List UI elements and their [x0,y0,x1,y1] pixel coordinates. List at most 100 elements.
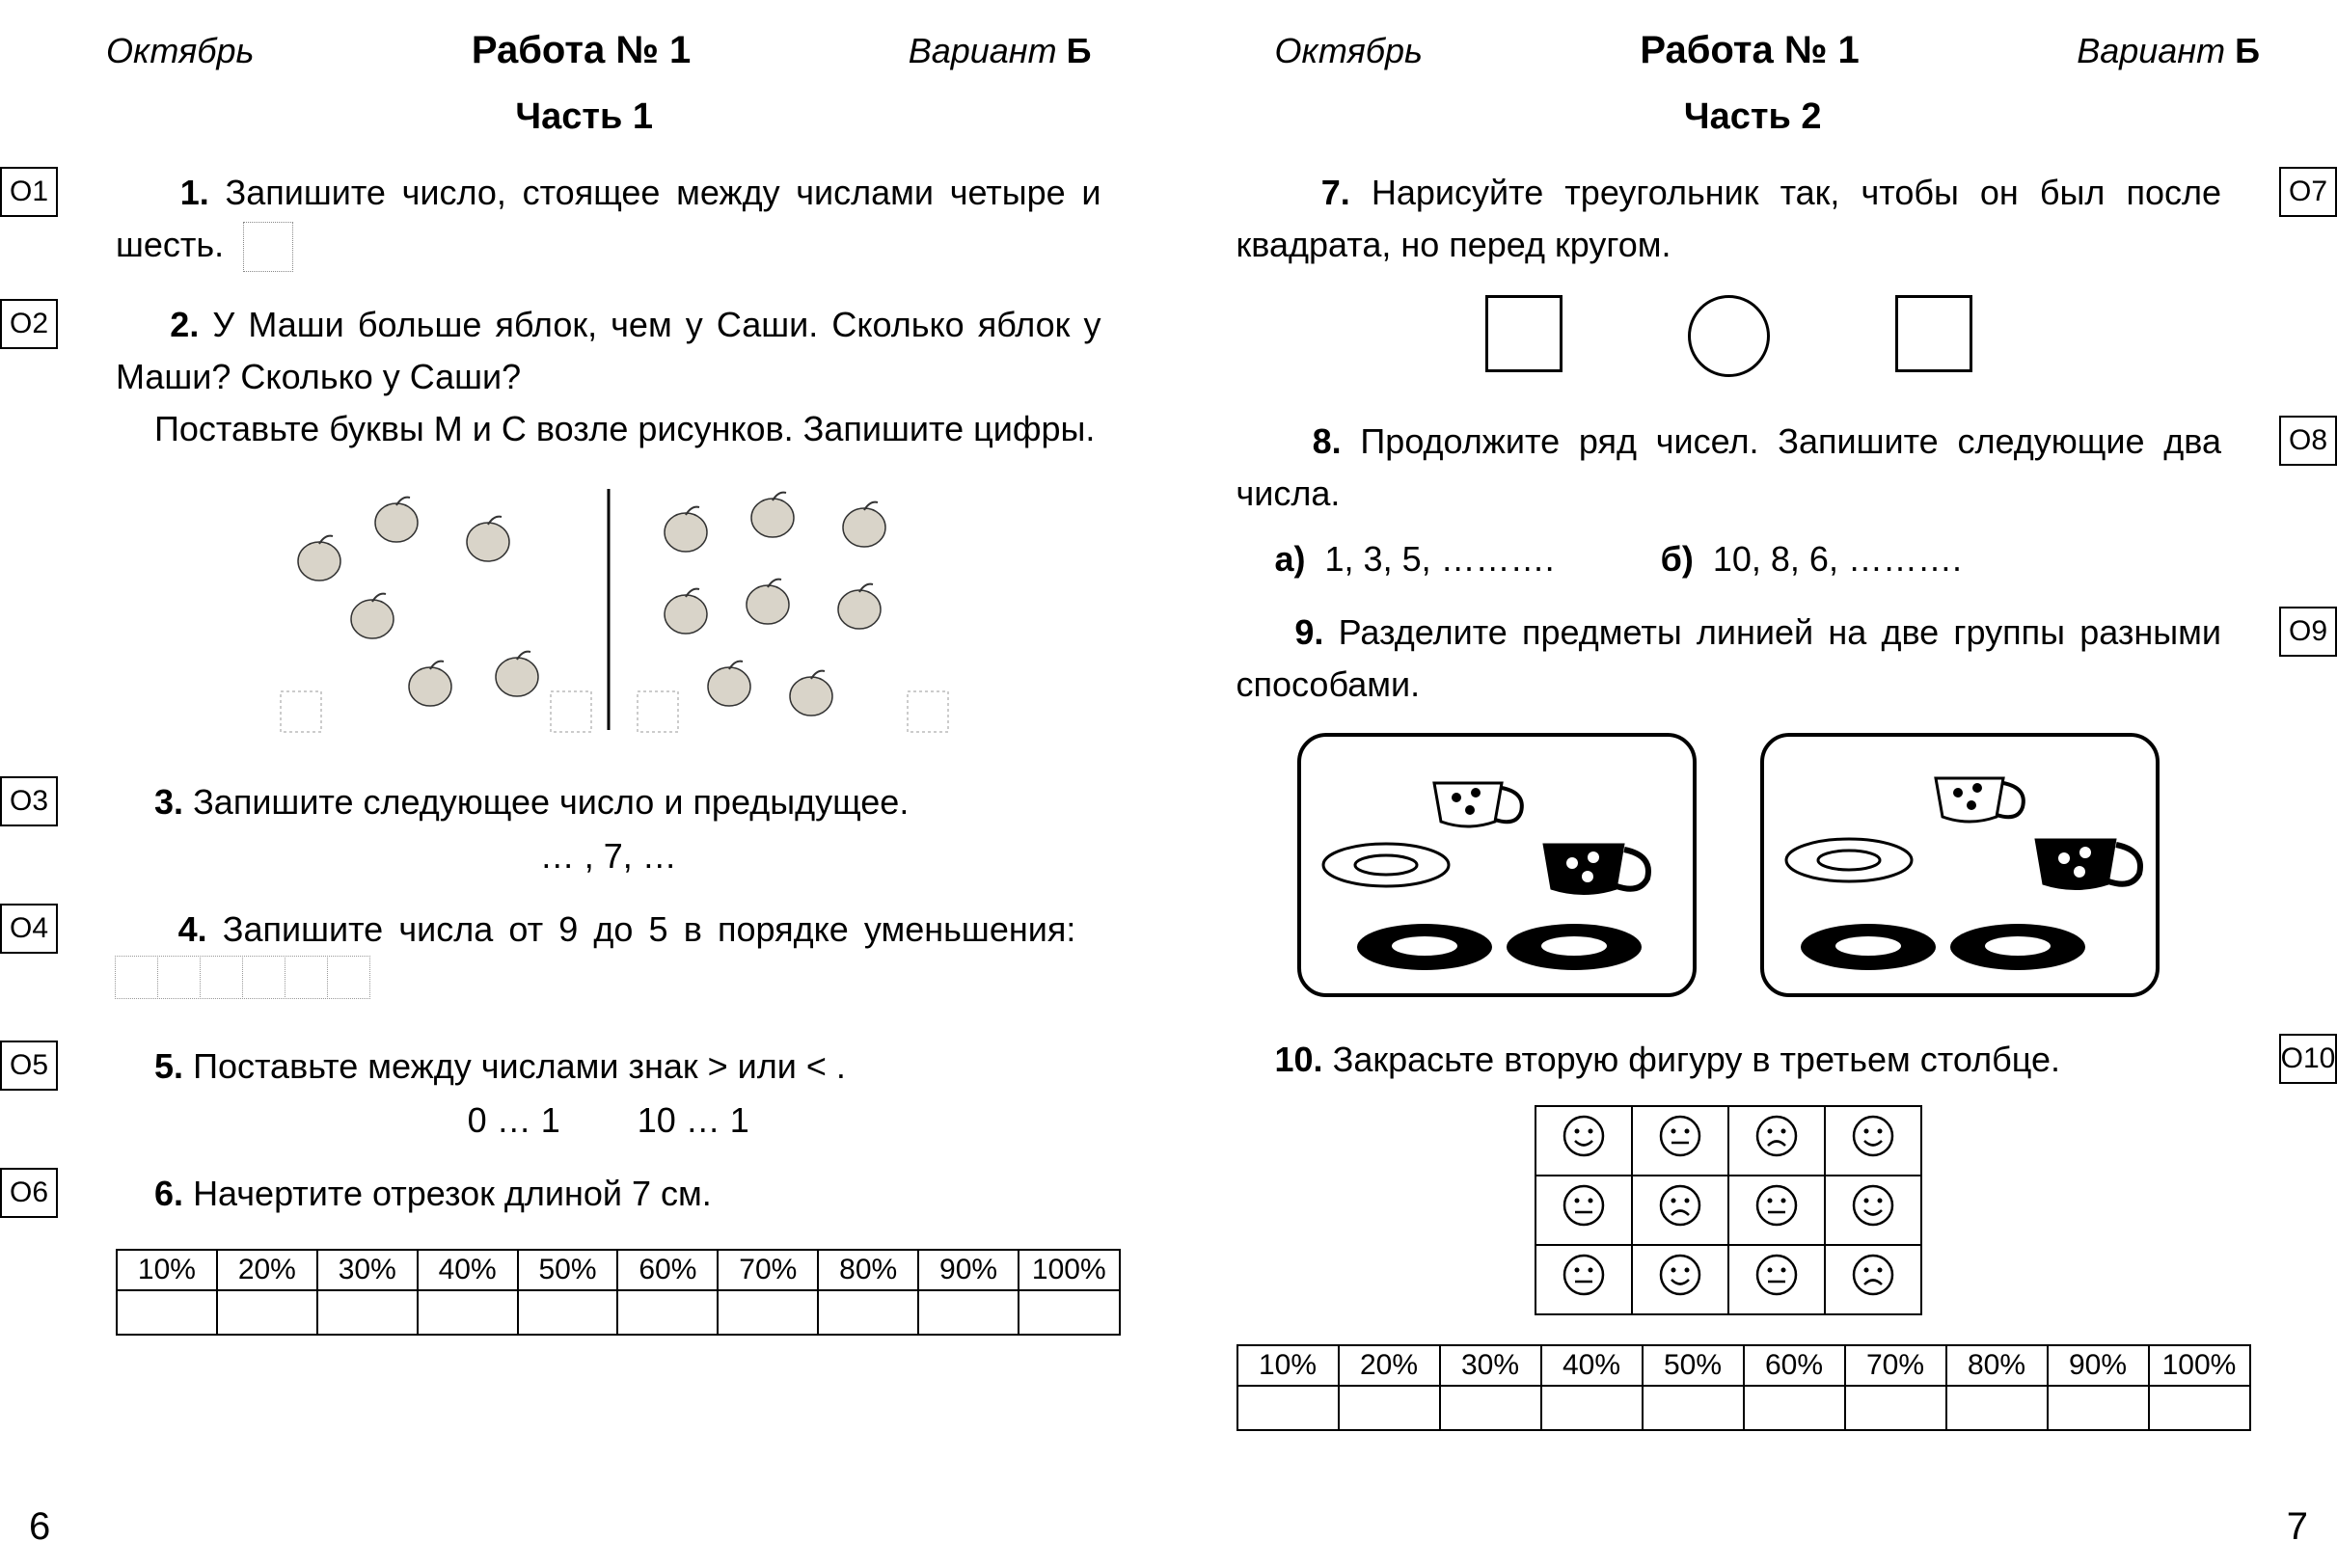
header-left: Октябрь Работа № 1 Вариант Б [48,29,1121,72]
percent-blank-cell[interactable] [2149,1386,2250,1430]
margin-tag: О6 [0,1168,58,1218]
percent-blank-cell[interactable] [117,1290,217,1335]
question-text: 6. Начертите отрезок длиной 7 см. [116,1168,1101,1220]
answer-boxes-row[interactable] [116,956,370,999]
percent-blank-cell[interactable] [1440,1386,1541,1430]
margin-tag: О9 [2279,607,2337,657]
question-10: О10 10. Закрасьте вторую фигуру в третье… [1217,1034,2290,1315]
apples-figure [116,470,1101,749]
question-text: 2. У Маши больше яблок, чем у Саши. Скол… [116,299,1101,455]
margin-tag: О8 [2279,416,2337,466]
percent-blank-cell[interactable] [418,1290,518,1335]
question-text: 3. Запишите следующее число и предыдущее… [116,776,1101,828]
work-title: Работа № 1 [1640,29,1859,72]
percent-blank-cell[interactable] [1643,1386,1744,1430]
margin-tag: О10 [2279,1034,2337,1084]
face-grid-table [1535,1105,1922,1315]
percent-cell: 60% [617,1250,718,1290]
margin-tag: О5 [0,1041,58,1091]
percent-cell: 70% [718,1250,818,1290]
percent-blank-cell[interactable] [918,1290,1019,1335]
question-text: 4. Запишите числа от 9 до 5 в порядке ум… [116,904,1101,1014]
apples-svg [261,470,956,749]
percent-cell: 80% [1946,1345,2048,1386]
square-shape [1895,295,1972,372]
question-7: О7 7. Нарисуйте треугольник так, чтобы о… [1217,167,2290,377]
percent-blank-cell[interactable] [1019,1290,1119,1335]
month-label: Октябрь [106,31,254,71]
face-cell [1728,1245,1825,1314]
face-cell [1632,1245,1728,1314]
question-2: О2 2. У Маши больше яблок, чем у Саши. С… [48,299,1121,749]
work-title: Работа № 1 [472,29,691,72]
face-cell [1728,1106,1825,1176]
question-text: 10. Закрасьте вторую фигуру в третьем ст… [1236,1034,2222,1086]
face-cell [1535,1176,1632,1245]
face-cell [1825,1176,1921,1245]
percent-cell: 10% [117,1250,217,1290]
percent-blank-cell[interactable] [518,1290,618,1335]
percent-cell: 60% [1744,1345,1845,1386]
face-cell [1535,1106,1632,1176]
margin-tag: О4 [0,904,58,954]
page-number: 6 [29,1505,50,1549]
percent-cell: 40% [1541,1345,1643,1386]
variant-label: Вариант Б [2077,31,2260,71]
percent-blank-cell[interactable] [217,1290,317,1335]
percent-cell: 10% [1237,1345,1339,1386]
margin-tag: О3 [0,776,58,826]
percent-blank-cell[interactable] [1339,1386,1440,1430]
percent-cell: 90% [2048,1345,2149,1386]
percent-blank-cell[interactable] [718,1290,818,1335]
percent-blank-cell[interactable] [617,1290,718,1335]
face-cell [1728,1176,1825,1245]
question-text: 8. Продолжите ряд чисел. Запишите следую… [1236,416,2222,520]
question-9: О9 9. Разделите предметы линией на две г… [1217,607,2290,1000]
percent-blank-cell[interactable] [2048,1386,2149,1430]
q5-expressions: 0 … 1 10 … 1 [116,1100,1101,1141]
percent-cell: 40% [418,1250,518,1290]
percent-blank-cell[interactable] [1946,1386,2048,1430]
dishes-panel-2 [1757,730,2162,1000]
page-right: Октябрь Работа № 1 Вариант Б Часть 2 О7 … [1169,0,2337,1568]
percent-cell: 30% [1440,1345,1541,1386]
question-4: О4 4. Запишите числа от 9 до 5 в порядке… [48,904,1121,1014]
margin-tag: О7 [2279,167,2337,217]
circle-shape [1688,295,1770,377]
question-1: О1 1. Запишите число, стоящее между числ… [48,167,1121,272]
percent-blank-cell[interactable] [1845,1386,1946,1430]
page-spread: Октябрь Работа № 1 Вариант Б Часть 1 О1 … [0,0,2337,1568]
percent-blank-cell[interactable] [1744,1386,1845,1430]
variant-label: Вариант Б [909,31,1092,71]
question-3: О3 3. Запишите следующее число и предыду… [48,776,1121,877]
percent-blank-cell[interactable] [1237,1386,1339,1430]
percent-cell: 20% [217,1250,317,1290]
percent-cell: 70% [1845,1345,1946,1386]
question-8: О8 8. Продолжите ряд чисел. Запишите сле… [1217,416,2290,580]
percent-cell: 20% [1339,1345,1440,1386]
percent-blank-cell[interactable] [1541,1386,1643,1430]
page-number: 7 [2287,1505,2308,1549]
square-shape [1485,295,1563,372]
percent-cell: 100% [1019,1250,1119,1290]
percent-blank-cell[interactable] [317,1290,418,1335]
question-text: 1. Запишите число, стоящее между числами… [116,167,1101,272]
percent-table-right: 10%20%30%40%50%60%70%80%90%100% [1236,1344,2251,1431]
answer-box[interactable] [243,222,293,272]
part-title: Часть 1 [48,96,1121,138]
percent-cell: 30% [317,1250,418,1290]
dishes-figure [1236,730,2222,1000]
face-cell [1632,1176,1728,1245]
question-text: 9. Разделите предметы линией на две груп… [1236,607,2222,711]
face-cell [1825,1106,1921,1176]
question-text: 7. Нарисуйте треугольник так, чтобы он б… [1236,167,2222,271]
percent-cell: 90% [918,1250,1019,1290]
percent-cell: 50% [1643,1345,1744,1386]
sequences-row: а) 1, 3, 5, ………. б) 10, 8, 6, ………. [1236,539,2222,580]
dishes-panel-1 [1294,730,1699,1000]
percent-cell: 80% [818,1250,918,1290]
q3-sequence: … , 7, … [116,836,1101,877]
percent-blank-cell[interactable] [818,1290,918,1335]
page-left: Октябрь Работа № 1 Вариант Б Часть 1 О1 … [0,0,1169,1568]
header-right: Октябрь Работа № 1 Вариант Б [1217,29,2290,72]
